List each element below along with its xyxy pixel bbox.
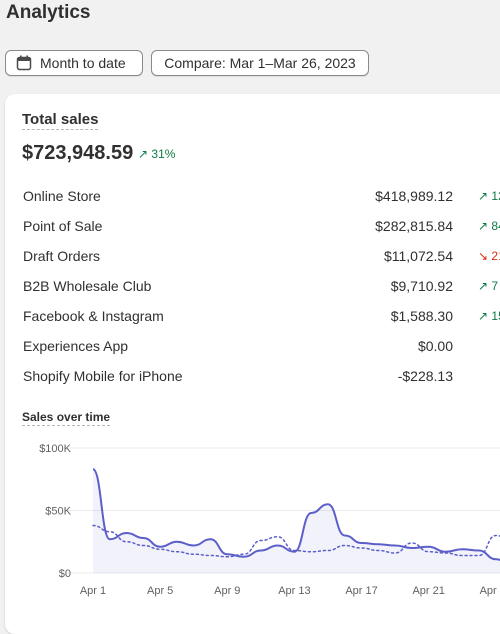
sales-over-time-chart: $100K $50K $0 Apr 1 Apr 5 Apr 9 Apr 13 Apr 17 Ap… [39,443,500,597]
channel-name: Point of Sale [23,218,103,234]
series-line-current [92,468,500,562]
channel-change: ↘ 21 [478,249,500,263]
date-range-label: Month to date [40,55,126,71]
list-item: Point of Sale $282,815.84 ↗ 84 [23,212,500,242]
calendar-icon [16,55,32,71]
arrow-down-icon: ↘ [478,249,489,263]
channel-change-value: 7 [491,279,499,293]
list-item: Experiences App $0.00 [23,332,500,362]
channel-change-value: 84 [491,219,500,233]
y-tick-label: $50K [45,506,71,518]
y-tick-label: $100K [39,443,71,455]
channel-change: ↗ 7 [478,279,498,293]
arrow-up-icon: ↗ [478,279,489,293]
y-tick-label: $0 [59,568,71,580]
series-area [93,469,500,573]
date-range-button[interactable]: Month to date [5,50,143,76]
arrow-up-icon: ↗ [478,189,489,203]
series-line-compare [92,524,500,558]
x-tick-label: Apr 1 [80,585,106,597]
channel-name: Draft Orders [23,248,101,264]
compare-button[interactable]: Compare: Mar 1–Mar 26, 2023 [151,50,369,76]
channel-name: Online Store [23,188,101,204]
list-item: Online Store $418,989.12 ↗ 12 [23,182,500,212]
channel-change: ↗ 84 [478,219,500,233]
channel-change: ↗ 12 [478,189,500,203]
channel-change-value: 21 [491,249,500,263]
chart-title[interactable]: Sales over time [22,410,111,426]
list-item: Facebook & Instagram $1,588.30 ↗ 15 [23,302,500,332]
channel-name: B2B Wholesale Club [23,278,152,294]
total-sales-change: ↗ 31% [138,147,175,161]
page-title: Analytics [6,2,91,23]
x-tick-label: Apr 25 [480,585,500,597]
x-tick-label: Apr 17 [345,585,377,597]
arrow-up-icon: ↗ [478,219,489,233]
list-item: Draft Orders $11,072.54 ↘ 21 [23,242,500,272]
list-item: Shopify Mobile for iPhone -$228.13 [23,362,500,392]
x-tick-label: Apr 9 [214,585,240,597]
total-sales-card: Total sales $723,948.59 ↗ 31% Online Sto… [5,94,500,634]
channel-value: $9,710.92 [390,278,453,294]
channel-change-value: 15 [491,309,500,323]
channel-name: Experiences App [23,338,129,354]
channel-value: $11,072.54 [383,248,453,264]
total-sales-change-value: 31% [151,147,176,161]
channel-value: $0.00 [417,338,453,354]
channel-list: Online Store $418,989.12 ↗ 12 Point of S… [23,182,500,392]
total-sales-value: $723,948.59 [22,142,134,164]
list-item: B2B Wholesale Club $9,710.92 ↗ 7 [23,272,500,302]
channel-value: $1,588.30 [390,308,453,324]
channel-name: Shopify Mobile for iPhone [23,368,183,384]
channel-change: ↗ 15 [478,309,500,323]
x-tick-label: Apr 13 [278,585,310,597]
channel-value: $282,815.84 [375,218,453,234]
arrow-up-icon: ↗ [478,309,489,323]
x-tick-label: Apr 21 [412,585,444,597]
channel-value: $418,989.12 [375,188,453,204]
channel-name: Facebook & Instagram [23,308,164,324]
arrow-up-icon: ↗ [138,147,149,161]
channel-change-value: 12 [491,189,500,203]
compare-label: Compare: Mar 1–Mar 26, 2023 [164,55,356,71]
channel-value: -$228.13 [397,368,453,384]
total-sales-label[interactable]: Total sales [22,111,99,130]
x-tick-label: Apr 5 [147,585,173,597]
